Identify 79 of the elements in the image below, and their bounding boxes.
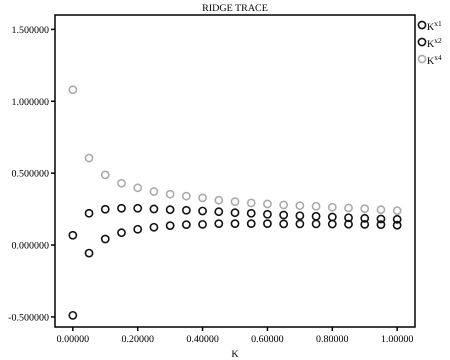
point bbox=[150, 187, 158, 196]
point bbox=[100, 204, 110, 214]
point bbox=[344, 220, 353, 229]
x-tick-label: 0.80000 bbox=[316, 334, 349, 345]
legend-label: K$^{x2}$ bbox=[427, 36, 442, 50]
point bbox=[328, 202, 337, 212]
point bbox=[344, 204, 353, 212]
point bbox=[133, 204, 142, 213]
point bbox=[230, 219, 240, 228]
point bbox=[100, 234, 110, 244]
point bbox=[263, 219, 272, 228]
point bbox=[246, 198, 256, 208]
point bbox=[198, 220, 207, 229]
x-tick-label: 1.00000 bbox=[380, 334, 414, 345]
point bbox=[246, 208, 256, 218]
point bbox=[230, 208, 240, 218]
point bbox=[279, 200, 288, 210]
x-tick-label: 0.00000 bbox=[56, 334, 90, 345]
point bbox=[214, 196, 224, 205]
point bbox=[392, 214, 402, 224]
point bbox=[376, 205, 386, 214]
chart-title: RIDGE TRACE bbox=[202, 3, 268, 14]
point bbox=[68, 310, 78, 320]
point bbox=[84, 248, 94, 258]
point bbox=[312, 212, 320, 221]
point bbox=[150, 204, 158, 214]
point bbox=[84, 154, 94, 162]
point bbox=[279, 210, 288, 220]
point bbox=[117, 204, 126, 213]
y-tick-label: 0.000000 bbox=[12, 240, 49, 252]
point bbox=[100, 170, 110, 180]
point bbox=[133, 224, 142, 234]
point bbox=[68, 85, 78, 94]
point bbox=[392, 220, 402, 230]
point bbox=[214, 219, 224, 228]
point bbox=[376, 220, 386, 230]
y-tick-label: 0.500000 bbox=[12, 168, 49, 180]
point bbox=[117, 228, 126, 238]
x-tick-label: 0.60000 bbox=[251, 334, 284, 345]
point bbox=[166, 205, 175, 214]
x-axis-title: K bbox=[231, 349, 240, 360]
legend-label: K$^{x1}$ bbox=[427, 18, 442, 33]
point bbox=[117, 178, 126, 188]
point bbox=[360, 204, 370, 214]
point bbox=[328, 220, 337, 228]
point bbox=[312, 220, 320, 228]
point bbox=[328, 212, 337, 222]
point bbox=[198, 193, 207, 202]
point bbox=[312, 202, 320, 211]
point bbox=[279, 220, 288, 228]
legend-label: K$^{x4}$ bbox=[427, 52, 442, 67]
point bbox=[344, 213, 353, 222]
y-tick-label: 1.500000 bbox=[12, 24, 49, 36]
x-tick-label: 0.40000 bbox=[186, 334, 219, 345]
point bbox=[246, 219, 256, 228]
y-tick-label: -0.500000 bbox=[8, 312, 49, 324]
point bbox=[68, 230, 78, 240]
point bbox=[150, 222, 158, 232]
point bbox=[214, 207, 224, 216]
point bbox=[133, 183, 142, 192]
y-tick-label: 1.000000 bbox=[12, 96, 49, 108]
point bbox=[84, 208, 94, 218]
point bbox=[166, 190, 175, 199]
point bbox=[263, 210, 272, 219]
point bbox=[392, 206, 402, 216]
point bbox=[182, 220, 191, 230]
point bbox=[295, 220, 304, 228]
point bbox=[360, 214, 370, 223]
point bbox=[295, 211, 304, 220]
point bbox=[263, 200, 272, 208]
point bbox=[376, 214, 386, 224]
point bbox=[182, 192, 191, 201]
point bbox=[295, 201, 304, 210]
point bbox=[360, 220, 370, 229]
point bbox=[166, 221, 175, 230]
x-tick-label: 0.20000 bbox=[121, 334, 154, 345]
point bbox=[198, 206, 207, 216]
point bbox=[230, 197, 240, 206]
point bbox=[182, 206, 191, 215]
